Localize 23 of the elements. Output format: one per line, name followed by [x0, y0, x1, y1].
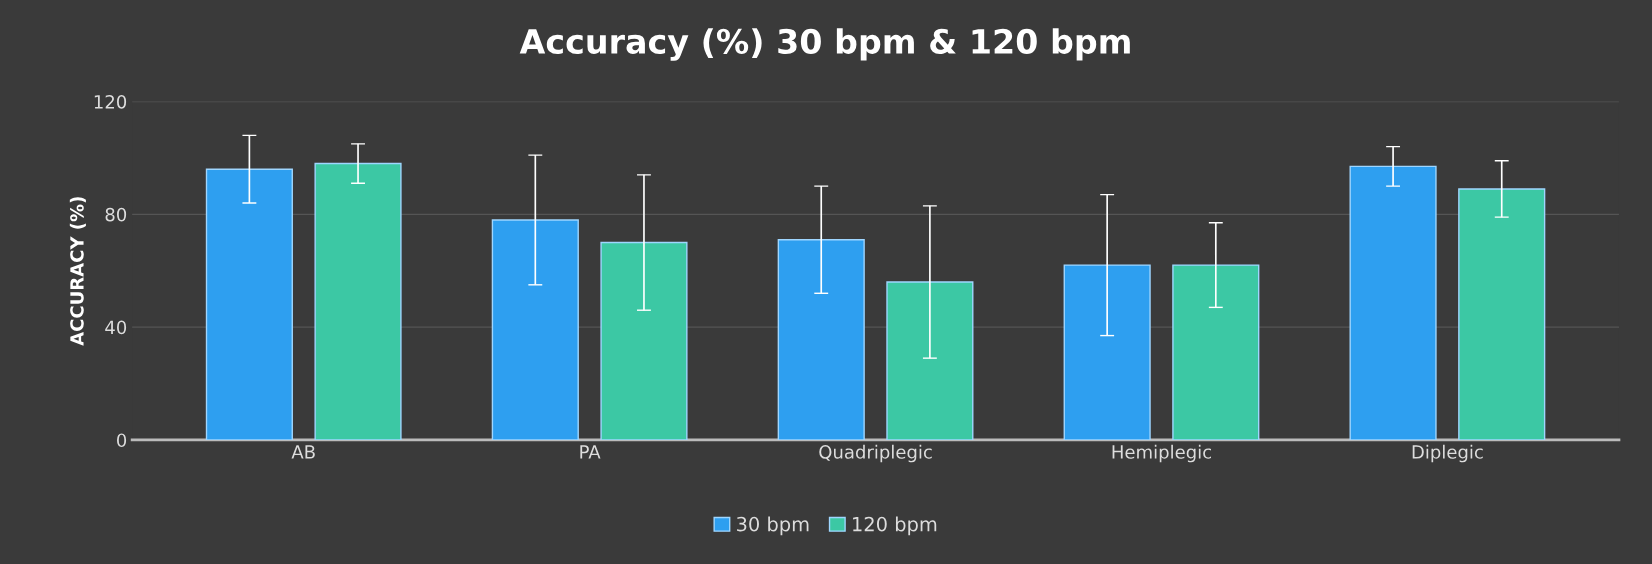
bar [205, 168, 293, 440]
x-tick-label: PA [580, 445, 601, 459]
x-tick-label: Diplegic [1412, 444, 1483, 463]
legend-label: 30 bpm [737, 516, 809, 536]
bar [600, 241, 688, 440]
bar [1172, 264, 1260, 440]
bar [1458, 188, 1546, 440]
y-tick-label: 120 [94, 94, 127, 109]
bar [886, 281, 974, 440]
y-tick-label: 80 [105, 207, 127, 222]
bar [777, 239, 865, 440]
x-tick-label: Hemiplegic [1112, 444, 1211, 463]
chart-title: Accuracy (%) 30 bpm & 120 bpm [519, 28, 1130, 61]
bar [491, 219, 579, 440]
y-axis-title: ACCURACY (%) [69, 197, 86, 346]
x-tick-label: Quadriplegic [819, 444, 932, 463]
legend-label: 120 bpm [853, 516, 937, 536]
y-tick-label: 40 [105, 320, 127, 335]
bar [1349, 165, 1437, 440]
y-tick-label: 0 [117, 433, 127, 448]
x-tick-label: AB [291, 445, 315, 459]
bar [1063, 264, 1151, 440]
bar [314, 162, 402, 440]
